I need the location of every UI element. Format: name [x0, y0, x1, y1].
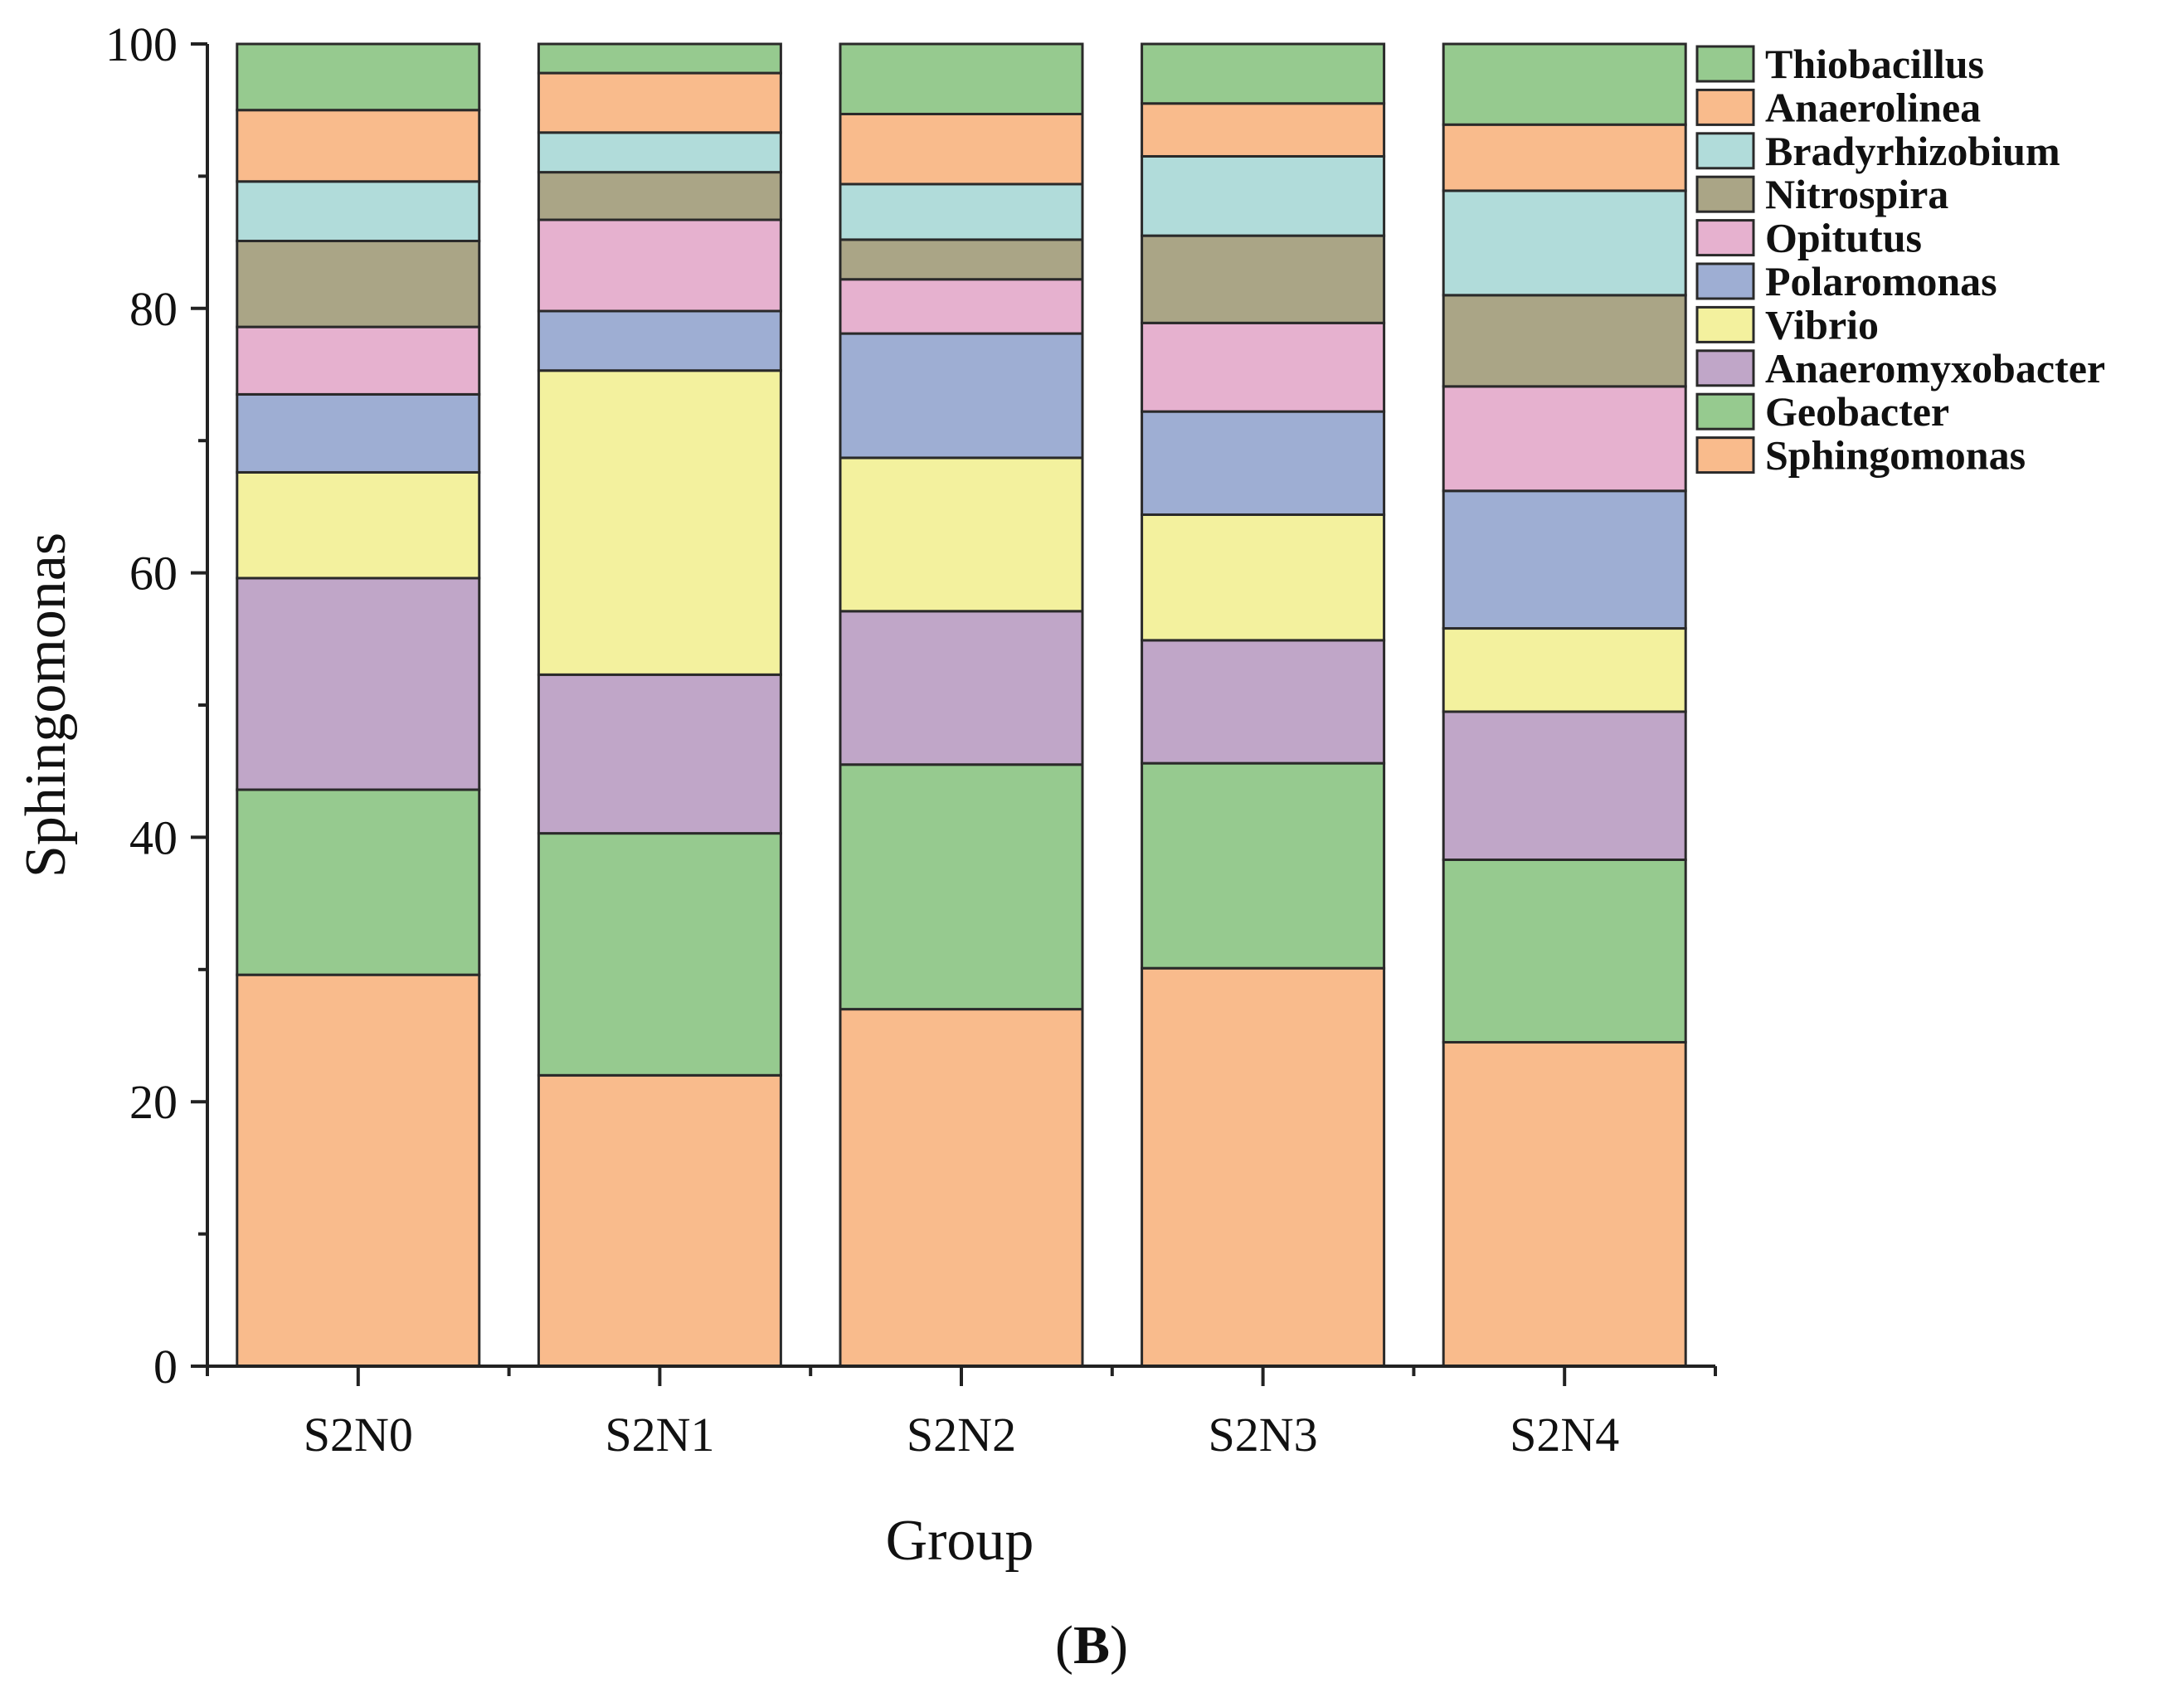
- bar-segment-s2n3-sphingomonas: [1141, 966, 1386, 1368]
- bar-segment-s2n2-nitrospira: [839, 238, 1084, 281]
- legend-label-anaerolinea: Anaerolinea: [1765, 84, 1981, 130]
- legend-label-opitutus: Opitutus: [1765, 215, 1922, 261]
- bar-segment-s2n3-polaromonas: [1141, 410, 1386, 516]
- bar-segment-s2n2-sphingomonas: [839, 1008, 1084, 1368]
- y-axis: 0 20 40 60 80 100: [105, 17, 209, 1394]
- y-tick-label-40: 40: [129, 810, 178, 864]
- bar-segment-s2n1-geobacter: [537, 832, 782, 1077]
- panel-label: (B): [1055, 1615, 1128, 1676]
- y-tick-label-80: 80: [129, 282, 178, 336]
- bar-segment-s2n2-opitutus: [839, 278, 1084, 335]
- bar-segment-s2n1-anaerolinea: [537, 71, 782, 134]
- legend-label-anaeromyxobacter: Anaeromyxobacter: [1765, 345, 2105, 392]
- panel-label-letter: B: [1073, 1615, 1110, 1676]
- bar-segment-s2n1-nitrospira: [537, 171, 782, 221]
- bars-layer: [236, 42, 1687, 1368]
- bar-segment-s2n1-thiobacillus: [537, 42, 782, 75]
- bar-segment-s2n0-thiobacillus: [236, 42, 481, 112]
- y-tick-label-60: 60: [129, 547, 178, 601]
- bar-segment-s2n2-vibrio: [839, 456, 1084, 613]
- legend-label-vibrio: Vibrio: [1765, 301, 1879, 348]
- bar-segment-s2n2-thiobacillus: [839, 42, 1084, 115]
- bar-segment-s2n4-polaromonas: [1442, 489, 1687, 630]
- bar-segment-s2n4-vibrio: [1442, 627, 1687, 713]
- bar-segment-s2n3-thiobacillus: [1141, 42, 1386, 105]
- bar-segment-s2n4-bradyrhizobium: [1442, 189, 1687, 297]
- bar-segment-s2n3-anaerolinea: [1141, 102, 1386, 158]
- legend-swatch-anaeromyxobacter: [1695, 349, 1755, 387]
- bar-segment-s2n0-polaromonas: [236, 392, 481, 474]
- x-tick-label-s2n4: S2N4: [1510, 1408, 1619, 1462]
- panel-label-open: (: [1055, 1615, 1073, 1676]
- legend-swatch-bradyrhizobium: [1695, 132, 1755, 170]
- legend-swatch-vibrio: [1695, 305, 1755, 343]
- bar-segment-s2n1-polaromonas: [537, 309, 782, 372]
- legend-label-bradyrhizobium: Bradyrhizobium: [1765, 128, 2060, 174]
- legend-label-thiobacillus: Thiobacillus: [1765, 41, 1984, 87]
- bar-segment-s2n2-bradyrhizobium: [839, 182, 1084, 241]
- bar-segment-s2n2-polaromonas: [839, 332, 1084, 460]
- x-axis: S2N0 S2N1 S2N2 S2N3 S2N4: [206, 1365, 1717, 1462]
- bar-segment-s2n3-vibrio: [1141, 513, 1386, 642]
- bar-segment-s2n4-thiobacillus: [1442, 42, 1687, 126]
- legend: ThiobacillusAnaerolineaBradyrhizobiumNit…: [1695, 41, 2105, 479]
- bar-segment-s2n1-sphingomonas: [537, 1073, 782, 1368]
- x-tick-label-s2n2: S2N2: [907, 1408, 1016, 1462]
- legend-swatch-sphingomonas: [1695, 436, 1755, 474]
- bar-segment-s2n4-opitutus: [1442, 385, 1687, 493]
- legend-label-sphingomonas: Sphingomonas: [1765, 432, 2026, 479]
- bar-segment-s2n3-nitrospira: [1141, 234, 1386, 324]
- panel-label-close: ): [1110, 1615, 1128, 1676]
- legend-swatch-nitrospira: [1695, 175, 1755, 213]
- bar-segment-s2n0-sphingomonas: [236, 973, 481, 1368]
- bar-segment-s2n3-bradyrhizobium: [1141, 154, 1386, 237]
- bar-segment-s2n4-anaeromyxobacter: [1442, 710, 1687, 861]
- x-tick-label-s2n1: S2N1: [605, 1408, 714, 1462]
- y-tick-label-0: 0: [153, 1340, 178, 1394]
- bar-segment-s2n3-anaeromyxobacter: [1141, 639, 1386, 765]
- legend-label-geobacter: Geobacter: [1765, 388, 1949, 435]
- y-tick-label-20: 20: [129, 1075, 178, 1129]
- legend-swatch-anaerolinea: [1695, 88, 1755, 126]
- bar-segment-s2n1-vibrio: [537, 369, 782, 676]
- legend-label-polaromonas: Polaromonas: [1765, 258, 1997, 304]
- bar-segment-s2n3-geobacter: [1141, 761, 1386, 970]
- x-tick-label-s2n3: S2N3: [1209, 1408, 1318, 1462]
- bar-segment-s2n0-anaerolinea: [236, 109, 481, 183]
- y-axis-title: Sphingomonas: [14, 533, 78, 878]
- bar-segment-s2n1-opitutus: [537, 218, 782, 313]
- bar-segment-s2n3-opitutus: [1141, 321, 1386, 413]
- bar-segment-s2n1-anaeromyxobacter: [537, 673, 782, 835]
- legend-swatch-opitutus: [1695, 219, 1755, 257]
- bar-segment-s2n0-nitrospira: [236, 240, 481, 328]
- legend-label-nitrospira: Nitrospira: [1765, 171, 1948, 217]
- bar-segment-s2n1-bradyrhizobium: [537, 131, 782, 174]
- bar-segment-s2n4-sphingomonas: [1442, 1040, 1687, 1368]
- bar-segment-s2n0-bradyrhizobium: [236, 180, 481, 243]
- bar-segment-s2n2-anaeromyxobacter: [839, 610, 1084, 766]
- bar-segment-s2n0-vibrio: [236, 470, 481, 580]
- y-tick-label-100: 100: [105, 17, 178, 71]
- bar-segment-s2n0-opitutus: [236, 325, 481, 396]
- x-axis-title: Group: [886, 1509, 1034, 1573]
- legend-swatch-polaromonas: [1695, 262, 1755, 300]
- legend-swatch-thiobacillus: [1695, 45, 1755, 83]
- legend-swatch-geobacter: [1695, 392, 1755, 431]
- bar-segment-s2n4-geobacter: [1442, 858, 1687, 1044]
- x-tick-label-s2n0: S2N0: [304, 1408, 413, 1462]
- bar-segment-s2n4-anaerolinea: [1442, 123, 1687, 192]
- bar-segment-s2n4-nitrospira: [1442, 294, 1687, 388]
- bar-segment-s2n0-geobacter: [236, 788, 481, 976]
- bar-segment-s2n0-anaeromyxobacter: [236, 576, 481, 791]
- bar-segment-s2n2-anaerolinea: [839, 112, 1084, 186]
- bar-segment-s2n2-geobacter: [839, 763, 1084, 1011]
